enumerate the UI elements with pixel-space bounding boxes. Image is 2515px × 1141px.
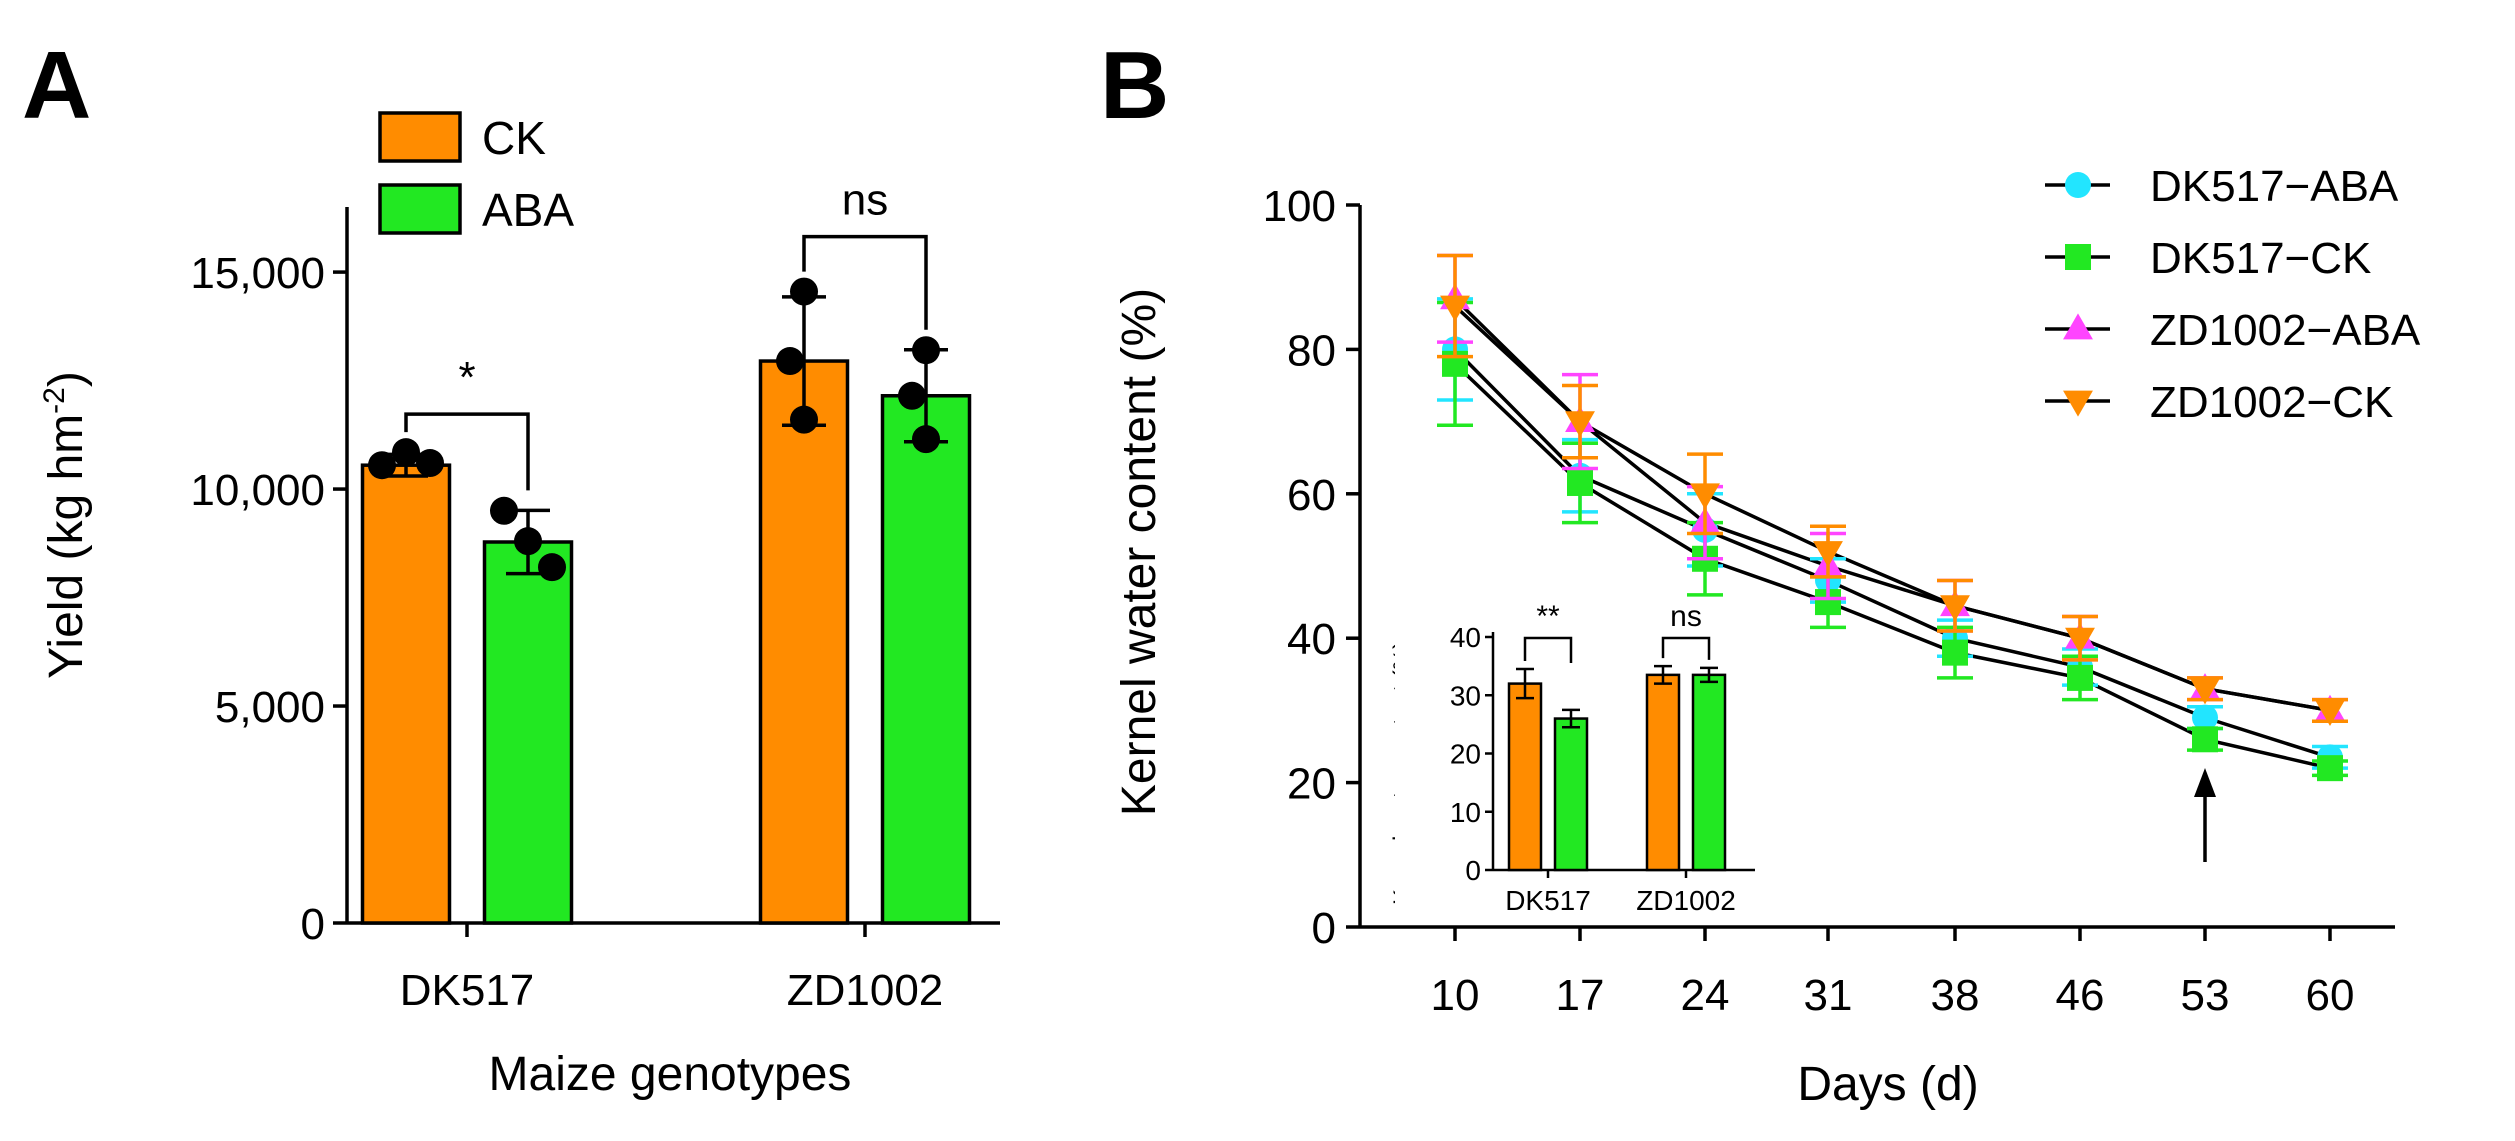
- replicate-point: [416, 449, 444, 478]
- legend-swatch-ck: [378, 111, 462, 163]
- panel-a-xlabel: Maize genotypes: [489, 1048, 852, 1101]
- panel-b-x-tick-label: 31: [1804, 971, 1853, 1020]
- panel-b-y-tick-label: 60: [1287, 471, 1336, 520]
- legend-label-zd1002-aba: ZD1002−ABA: [2150, 306, 2421, 355]
- inset-significance-label: **: [1536, 600, 1560, 633]
- bar-aba-dk517: [482, 540, 574, 925]
- panel-b-x-tick-label: 46: [2056, 971, 2105, 1020]
- inset-y-tick-label: 20: [1450, 739, 1481, 770]
- panel-b-inset-chart: 0 10 20 30 40 DK517 ** ZD1002 ns: [1395, 600, 1765, 925]
- replicate-point: [912, 425, 940, 454]
- replicate-point: [392, 438, 420, 467]
- inset-y-tick-label: 10: [1450, 797, 1481, 828]
- panel-a-label: A: [22, 32, 91, 139]
- panel-b-y-tick-label: 100: [1263, 182, 1336, 231]
- legend-label-ck: CK: [482, 112, 546, 164]
- bar-aba-zd1002: [880, 394, 972, 925]
- panel-a-x-tick-label: ZD1002: [787, 966, 944, 1015]
- panel-a-y-tick-label: 10,000: [190, 466, 325, 515]
- inset-bar-aba-dk517: [1553, 717, 1589, 872]
- bar-ck-zd1002: [758, 359, 850, 925]
- point-dk517-ck: [1567, 469, 1593, 496]
- replicate-point: [790, 277, 818, 306]
- inset-x-tick-label: ZD1002: [1636, 885, 1736, 916]
- point-zd1002-ck: [1565, 411, 1595, 438]
- inset-y-tick-label: 30: [1450, 680, 1481, 711]
- inset-significance-bracket: [1523, 636, 1573, 663]
- legend-marker-dk517-aba: [2065, 172, 2091, 198]
- replicate-point: [790, 405, 818, 434]
- panel-b-x-tick-label: 60: [2306, 971, 2355, 1020]
- inset-x-tick-label: DK517: [1505, 885, 1591, 916]
- panel-b-x-tick-label: 24: [1681, 971, 1730, 1020]
- series-line-zd1002-ck: [1453, 304, 2331, 713]
- inset-bar-ck-dk517: [1507, 682, 1543, 872]
- panel-a-y-tick-label: 5,000: [215, 683, 325, 732]
- panel-b-x-tick-label: 10: [1431, 971, 1480, 1020]
- replicate-point: [368, 451, 396, 480]
- panel-a-y-tick-label: 15,000: [190, 249, 325, 298]
- point-dk517-ck: [1942, 639, 1968, 666]
- point-dk517-aba: [2192, 704, 2218, 731]
- panel-b-y-tick-label: 80: [1287, 326, 1336, 375]
- panel-b-y-tick-label: 20: [1287, 760, 1336, 809]
- panel-b-label: B: [1100, 32, 1169, 139]
- inset-bar-ck-zd1002: [1645, 673, 1681, 872]
- legend-label-aba: ABA: [482, 184, 574, 236]
- point-zd1002-ck: [1813, 541, 1843, 568]
- significance-label: *: [458, 353, 475, 402]
- legend-marker-zd1002-ck: [2063, 390, 2093, 417]
- legend-label-dk517-ck: DK517−CK: [2150, 234, 2371, 283]
- panel-a-ylabel-main: Yield (kg hm: [40, 414, 93, 679]
- panel-a-ylabel-end: ): [40, 371, 93, 387]
- inset-significance-label: ns: [1670, 600, 1702, 633]
- point-dk517-ck: [2192, 726, 2218, 753]
- legend-swatch-aba: [378, 183, 462, 235]
- panel-b-y-tick-label: 40: [1287, 615, 1336, 664]
- point-zd1002-ck: [1440, 295, 1470, 322]
- replicate-point: [538, 553, 566, 582]
- legend-marker-dk517-ck: [2065, 244, 2091, 270]
- panel-b-x-tick-label: 53: [2181, 971, 2230, 1020]
- panel-a-ylabel: Yield (kg hm-2): [38, 371, 93, 679]
- point-dk517-ck: [2317, 755, 2343, 782]
- series-line-dk517-aba: [1453, 348, 2331, 759]
- panel-b-y-tick-label: 0: [1312, 904, 1336, 953]
- significance-bracket: [404, 412, 530, 491]
- significance-label: ns: [842, 176, 888, 225]
- point-zd1002-ck: [2190, 678, 2220, 705]
- bar-ck-dk517: [360, 463, 452, 925]
- panel-b-x-tick-label: 38: [1931, 971, 1980, 1020]
- panel-b-ylabel: Kernel water content (%): [1113, 288, 1166, 816]
- point-zd1002-ck: [1940, 595, 1970, 622]
- panel-a-y-tick-label: 0: [301, 900, 325, 949]
- inset-bar-aba-zd1002: [1691, 673, 1727, 872]
- panel-a-x-tick-label: DK517: [400, 966, 535, 1015]
- replicate-point: [898, 381, 926, 410]
- inset-y-tick-label: 40: [1450, 622, 1481, 653]
- replicate-point: [514, 527, 542, 556]
- replicate-point: [776, 347, 804, 376]
- point-zd1002-ck: [1690, 483, 1720, 510]
- point-zd1002-ck: [2065, 627, 2095, 654]
- replicate-point: [912, 336, 940, 365]
- arrow-annotation-head: [2194, 768, 2216, 797]
- panel-b-x-tick-label: 17: [1556, 971, 1605, 1020]
- inset-y-tick-label: 0: [1465, 855, 1481, 886]
- panel-b-xlabel: Days (d): [1797, 1058, 1978, 1111]
- legend-label-zd1002-ck: ZD1002−CK: [2150, 378, 2393, 427]
- legend-label-dk517-aba: DK517−ABA: [2150, 162, 2399, 211]
- replicate-point: [490, 496, 518, 525]
- inset-significance-bracket: [1661, 636, 1711, 660]
- legend-marker-zd1002-aba: [2063, 313, 2093, 340]
- point-zd1002-ck: [2315, 700, 2345, 726]
- significance-bracket: [802, 234, 928, 330]
- series-line-dk517-ck: [1453, 362, 2331, 770]
- point-dk517-ck: [2067, 664, 2093, 691]
- panel-a-chart: 0 5,000 10,000 15,000 DK517 * ZD1002 ns CK ABA: [190, 111, 1000, 1015]
- panel-a-ylabel-sup: -2: [38, 387, 71, 414]
